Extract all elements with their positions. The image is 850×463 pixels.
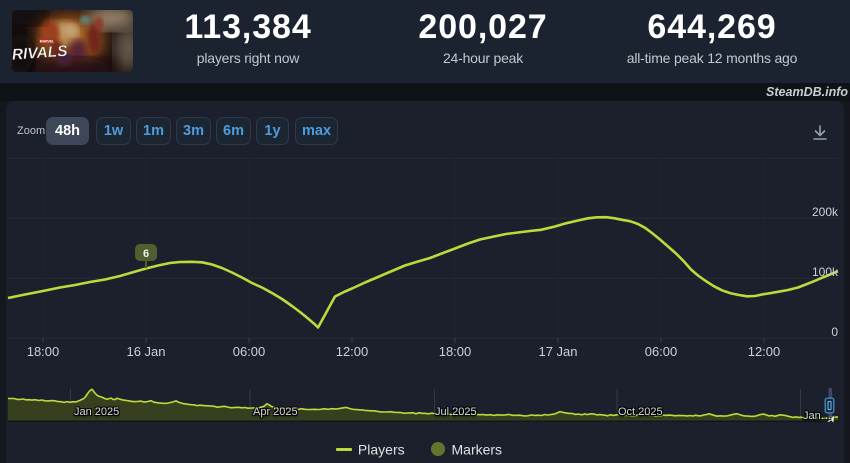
svg-text:RIVALS: RIVALS xyxy=(12,43,69,64)
svg-text:6: 6 xyxy=(143,248,149,260)
svg-text:MARVEL: MARVEL xyxy=(40,39,54,43)
